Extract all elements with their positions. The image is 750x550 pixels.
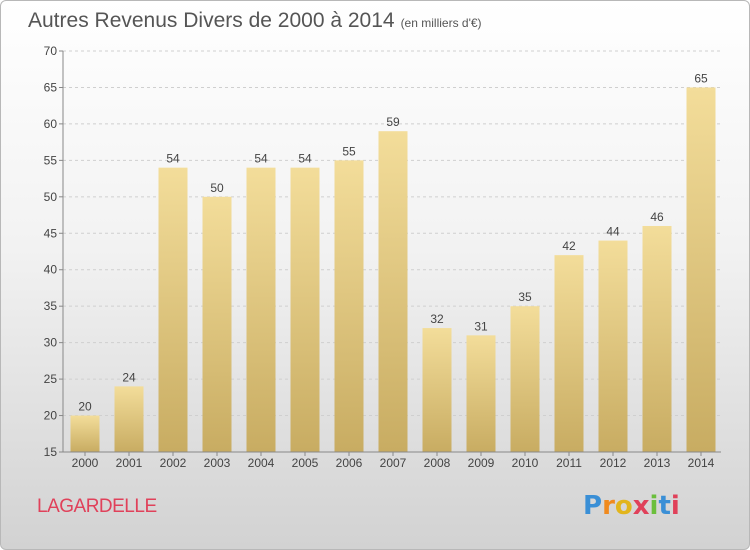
- logo-letter: t: [658, 491, 671, 521]
- y-tick-label: 45: [44, 226, 58, 240]
- x-tick-label: 2014: [688, 456, 715, 470]
- bar-value-label: 32: [430, 312, 444, 326]
- logo-letter: P: [583, 491, 603, 521]
- x-tick-label: 2002: [160, 456, 187, 470]
- bar: [642, 225, 672, 452]
- bar: [114, 386, 144, 452]
- x-tick-label: 2001: [116, 456, 143, 470]
- x-tick-label: 2006: [336, 456, 363, 470]
- bar: [422, 328, 452, 452]
- bar-value-label: 54: [298, 152, 312, 166]
- bars: 20 24 54 50 54 54 55 59 32 31 35 42 44 46 65: [70, 71, 716, 453]
- bar-value-label: 44: [606, 225, 620, 239]
- x-tick-label: 2000: [72, 456, 99, 470]
- bar: [334, 160, 364, 452]
- bar: [466, 335, 496, 452]
- y-tick-label: 70: [44, 44, 58, 58]
- bar-value-label: 54: [254, 152, 268, 166]
- bar-value-label: 46: [650, 210, 664, 224]
- y-tick-label: 30: [44, 336, 58, 350]
- bar-value-label: 54: [166, 152, 180, 166]
- x-axis: 2000 2001 2002 2003 2004 2005 2006 2007 2008 2009…: [63, 451, 721, 470]
- bar: [554, 255, 584, 452]
- y-tick-label: 20: [44, 409, 58, 423]
- x-tick-label: 2008: [424, 456, 451, 470]
- bar: [246, 167, 276, 452]
- x-tick-label: 2010: [512, 456, 539, 470]
- bar: [70, 415, 100, 452]
- logo-letter: o: [614, 491, 633, 521]
- x-tick-label: 2003: [204, 456, 231, 470]
- x-tick-label: 2007: [380, 456, 407, 470]
- y-axis: 15 20 25 30 35 40 45 50 55 60 65 70: [44, 44, 64, 459]
- bar: [686, 87, 716, 453]
- y-tick-label: 40: [44, 263, 58, 277]
- bar-value-label: 31: [474, 319, 488, 333]
- bar-value-label: 35: [518, 290, 532, 304]
- y-tick-label: 65: [44, 80, 58, 94]
- bar-value-label: 42: [562, 239, 576, 253]
- bar: [510, 306, 540, 452]
- x-tick-label: 2012: [600, 456, 627, 470]
- x-tick-label: 2005: [292, 456, 319, 470]
- bar-value-label: 24: [122, 370, 136, 384]
- bar: [290, 167, 320, 452]
- logo-letter: r: [602, 491, 615, 521]
- bar-value-label: 59: [386, 115, 400, 129]
- y-tick-label: 25: [44, 372, 58, 386]
- bar-value-label: 55: [342, 144, 356, 158]
- y-tick-label: 15: [44, 445, 58, 459]
- y-tick-label: 55: [44, 153, 58, 167]
- y-tick-label: 35: [44, 299, 58, 313]
- bar: [598, 240, 628, 452]
- chart-unit: (en milliers d'€): [400, 16, 482, 30]
- commune-name: LAGARDELLE: [37, 496, 157, 517]
- x-tick-label: 2009: [468, 456, 495, 470]
- y-tick-label: 60: [44, 117, 58, 131]
- y-tick-label: 50: [44, 190, 58, 204]
- logo-letter: x: [632, 491, 650, 521]
- bar-value-label: 20: [78, 400, 92, 414]
- bar: [202, 196, 232, 452]
- x-tick-label: 2011: [556, 456, 582, 470]
- x-tick-label: 2013: [644, 456, 671, 470]
- chart-title: Autres Revenus Divers de 2000 à 2014 (en …: [28, 9, 482, 33]
- logo-letter: i: [649, 491, 659, 521]
- bar: [158, 167, 188, 452]
- bar-value-label: 65: [694, 71, 708, 85]
- bar: [378, 131, 408, 452]
- bar-value-label: 50: [210, 181, 224, 195]
- chart-title-text: Autres Revenus Divers de 2000 à 2014: [28, 9, 395, 32]
- proxiti-logo: Proxiti: [583, 491, 680, 521]
- x-tick-label: 2004: [248, 456, 275, 470]
- logo-letter: i: [670, 491, 680, 521]
